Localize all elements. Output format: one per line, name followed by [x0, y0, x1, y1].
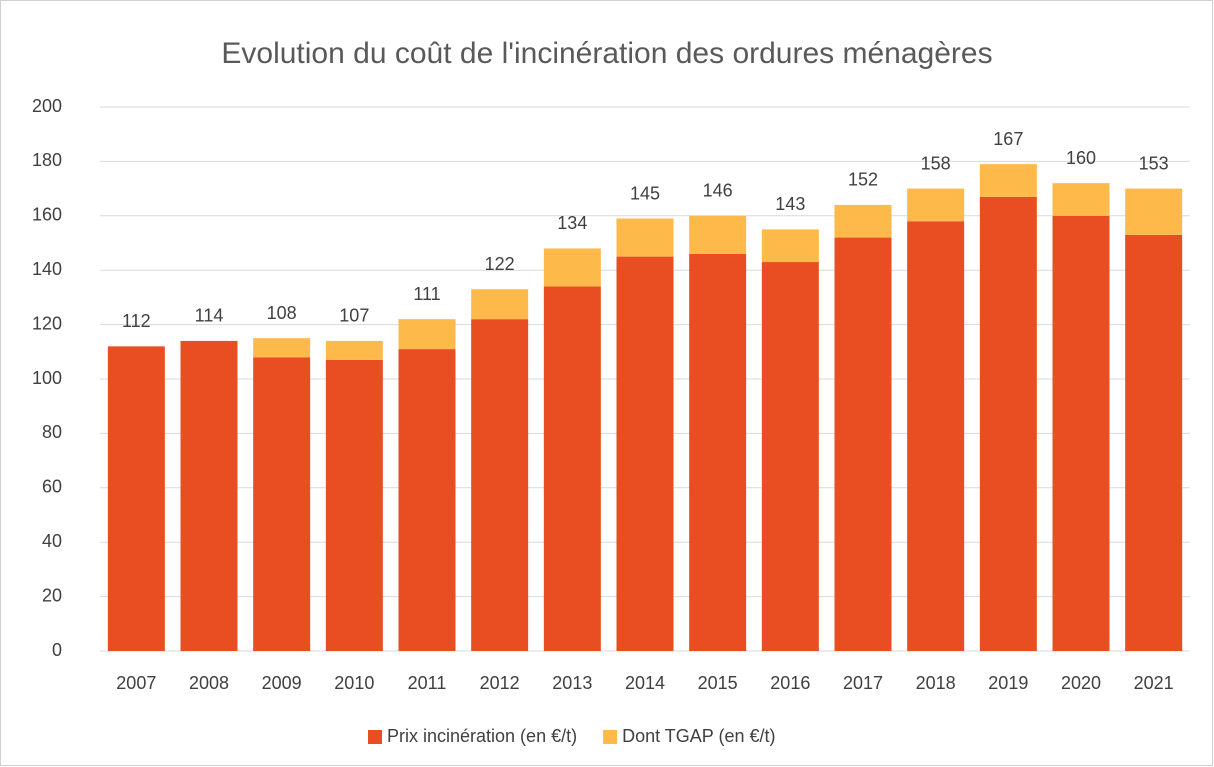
- bar-segment: [761, 229, 819, 263]
- bar-segment: [253, 338, 311, 358]
- y-tick-label: 140: [32, 259, 62, 279]
- x-tick-label: 2020: [1061, 673, 1101, 693]
- data-label: 122: [485, 254, 515, 274]
- legend-swatch: [368, 730, 382, 744]
- bar-segment: [398, 349, 456, 651]
- data-label: 107: [339, 306, 369, 326]
- y-tick-label: 0: [52, 640, 62, 660]
- bar-segment: [689, 215, 747, 254]
- x-tick-label: 2014: [625, 673, 665, 693]
- x-tick-label: 2011: [408, 673, 447, 693]
- y-tick-label: 20: [42, 585, 62, 605]
- bar-segment: [471, 289, 529, 320]
- bar-segment: [1052, 183, 1110, 216]
- bar-segment: [107, 346, 165, 651]
- y-tick-label: 40: [42, 531, 62, 551]
- data-label: 153: [1139, 153, 1169, 173]
- x-tick-label: 2019: [988, 673, 1028, 693]
- bar-segment: [979, 196, 1037, 651]
- y-tick-label: 120: [32, 313, 62, 333]
- x-tick-label: 2021: [1134, 673, 1174, 693]
- x-tick-label: 2016: [770, 673, 810, 693]
- x-tick-label: 2010: [334, 673, 374, 693]
- bar-segment: [689, 253, 747, 651]
- bar-segment: [325, 340, 383, 360]
- bar-segment: [180, 340, 238, 651]
- data-label: 143: [775, 194, 805, 214]
- bar-segment: [907, 188, 965, 222]
- x-tick-label: 2013: [552, 673, 592, 693]
- bar-segment: [1052, 215, 1110, 652]
- legend-label: Dont TGAP (en €/t): [622, 726, 775, 746]
- data-label: 146: [703, 181, 733, 201]
- bar-segment: [616, 218, 674, 257]
- data-label: 114: [195, 306, 224, 326]
- bar-segment: [543, 286, 601, 651]
- bar-segment: [834, 237, 892, 651]
- y-tick-label: 200: [32, 96, 62, 116]
- data-label: 134: [557, 213, 587, 233]
- bar-segment: [543, 248, 601, 287]
- bar-segment: [616, 256, 674, 651]
- data-label: 112: [122, 311, 151, 331]
- bar-segment: [979, 164, 1037, 197]
- bar-segment: [253, 357, 311, 651]
- bar-segment: [471, 319, 529, 651]
- bar-segment: [1125, 188, 1183, 235]
- y-tick-label: 60: [42, 477, 62, 497]
- x-tick-label: 2012: [480, 673, 520, 693]
- data-label: 152: [848, 170, 878, 190]
- x-tick-label: 2018: [916, 673, 956, 693]
- data-label: 167: [993, 129, 1023, 149]
- y-tick-label: 180: [32, 150, 62, 170]
- legend-swatch: [603, 730, 618, 744]
- data-label: 158: [921, 153, 951, 173]
- data-label: 145: [630, 183, 660, 203]
- y-tick-label: 100: [32, 368, 62, 388]
- data-label: 160: [1066, 148, 1096, 168]
- bar-segment: [761, 262, 819, 651]
- x-tick-label: 2007: [116, 673, 156, 693]
- chart-title: Evolution du coût de l'incinération des …: [221, 37, 992, 70]
- x-tick-label: 2017: [843, 673, 883, 693]
- data-label: 108: [267, 303, 297, 323]
- data-label: 111: [413, 284, 440, 304]
- y-tick-label: 80: [42, 422, 62, 442]
- bar-segment: [1125, 234, 1183, 651]
- legend-label: Prix incinération (en €/t): [387, 726, 577, 746]
- x-tick-label: 2009: [262, 673, 302, 693]
- bar-segment: [834, 204, 892, 238]
- x-tick-label: 2015: [698, 673, 738, 693]
- x-tick-label: 2008: [189, 673, 229, 693]
- y-tick-label: 160: [32, 205, 62, 225]
- bar-segment: [325, 359, 383, 651]
- bar-segment: [398, 319, 456, 350]
- bar-segment: [907, 221, 965, 652]
